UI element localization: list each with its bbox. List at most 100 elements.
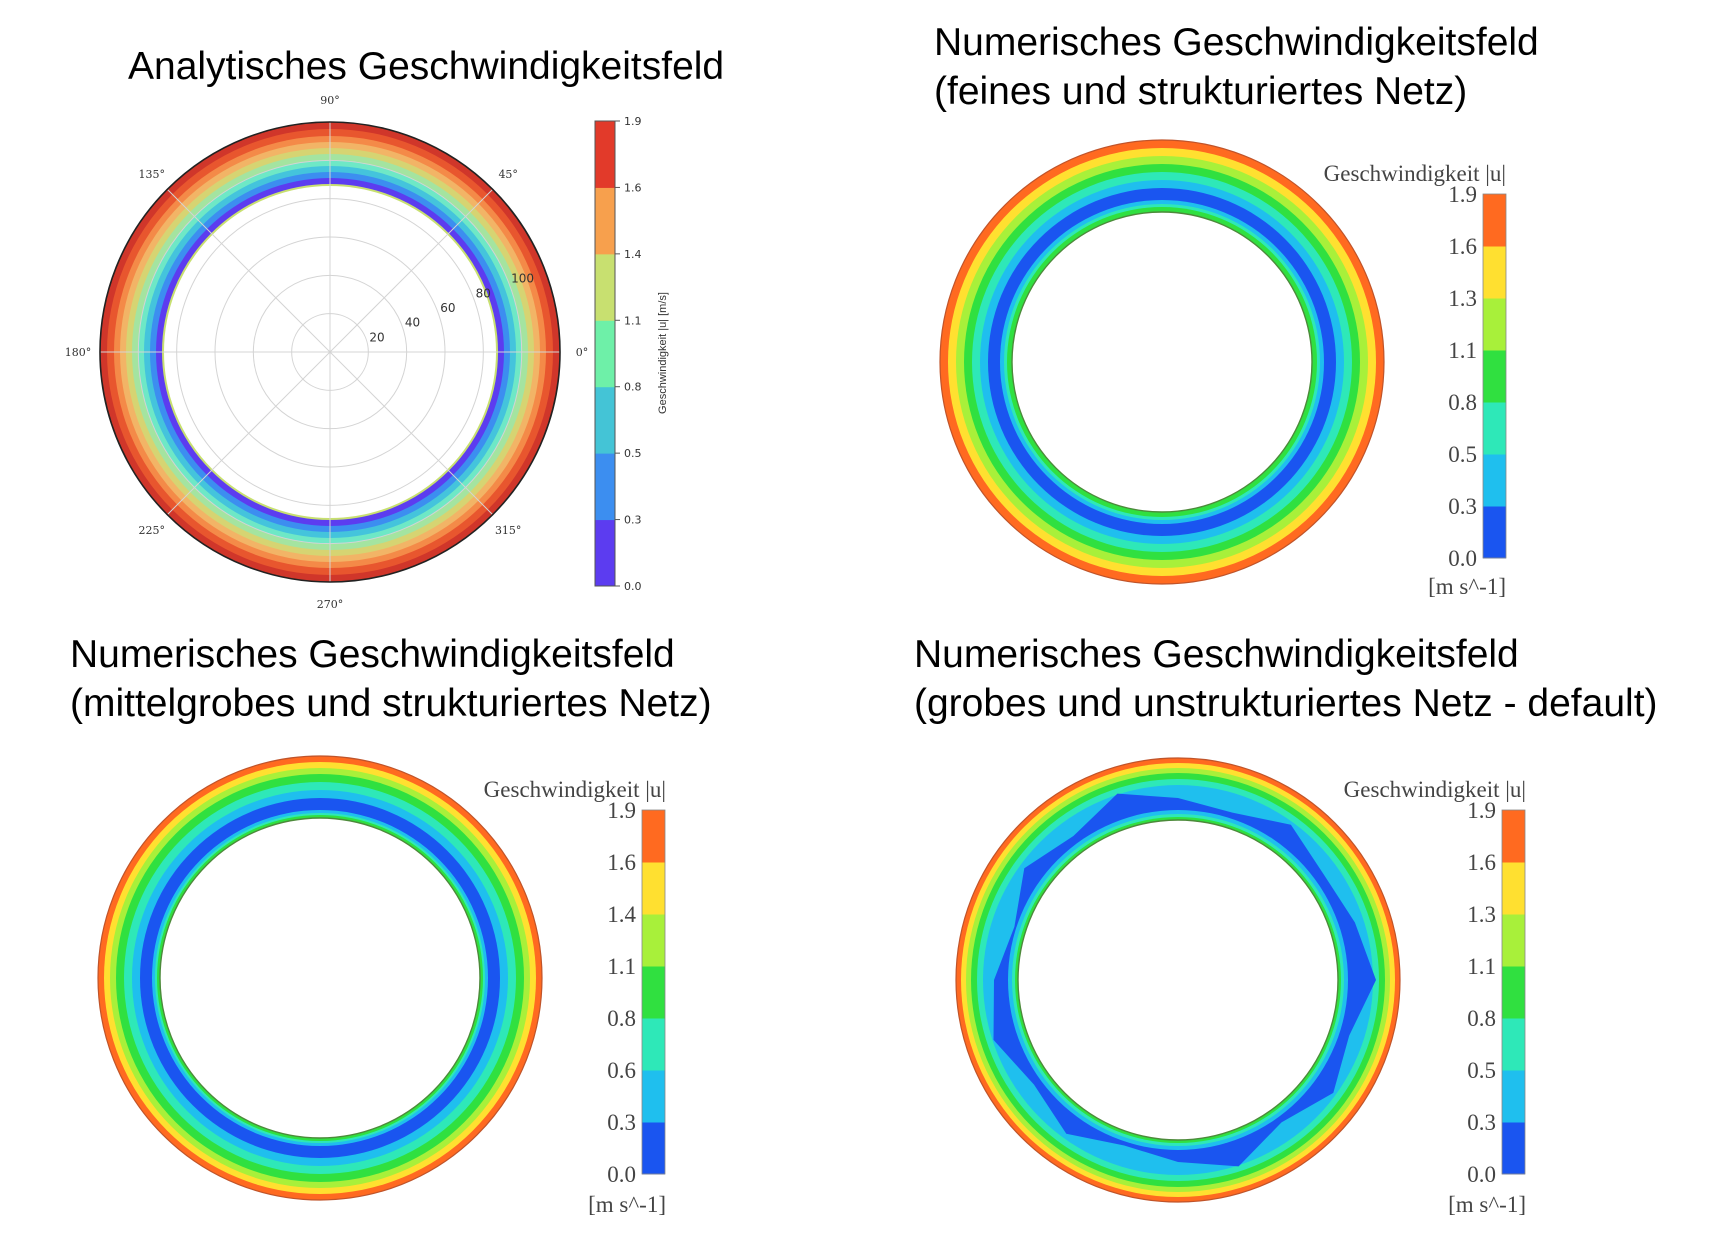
analytic-radial-label-0: 20 [369, 330, 384, 344]
analytic-colorbar-tick-label-0: 0.0 [624, 580, 642, 593]
medium-colorbar-tick-label-6: 1.6 [607, 850, 636, 875]
coarse-colorbar-tick-label-2: 0.5 [1467, 1058, 1496, 1083]
coarse-colorbar-segment-6 [1502, 810, 1525, 863]
medium-colorbar-segment-3 [642, 966, 665, 1019]
coarse-colorbar-segment-2 [1502, 1018, 1525, 1071]
coarse-colorbar-tick-label-7: 1.9 [1467, 798, 1496, 823]
analytic-colorbar-segment-2 [595, 386, 615, 454]
fine-colorbar-segment-2 [1483, 402, 1506, 455]
fine-colorbar-tick-label-1: 0.3 [1448, 494, 1477, 519]
analytic-colorbar-tick-label-6: 1.6 [624, 181, 642, 194]
analytic-radial-label-2: 60 [440, 301, 455, 315]
title-medium-structured: Numerisches Geschwindigkeitsfeld (mittel… [70, 630, 712, 728]
title-analytic: Analytisches Geschwindigkeitsfeld [128, 42, 724, 91]
coarse-inner-hole [1017, 819, 1339, 1141]
title-fine-structured: Numerisches Geschwindigkeitsfeld (feines… [934, 18, 1539, 116]
analytic-colorbar-segments [595, 121, 615, 587]
fine-colorbar-tick-label-0: 0.0 [1448, 546, 1477, 571]
medium-colorbar-segment-4 [642, 914, 665, 967]
coarse-colorbar-tick-label-6: 1.6 [1467, 850, 1496, 875]
analytic-angle-label-5: 225° [139, 524, 166, 537]
coarse-colorbar-tick-label-3: 0.8 [1467, 1006, 1496, 1031]
analytic-colorbar-segment-6 [595, 121, 615, 188]
medium-colorbar-tick-label-2: 0.6 [607, 1058, 636, 1083]
coarse-outer-boundary [955, 757, 1401, 1203]
analytic-angle-label-1: 45° [498, 168, 518, 181]
analytic-colorbar-segment-5 [595, 187, 615, 255]
analytic-radial-label-1: 40 [405, 316, 420, 330]
analytic-colorbar-segment-0 [595, 519, 615, 587]
medium-structured-field [97, 755, 543, 1201]
medium-colorbar-segment-6 [642, 810, 665, 863]
fine-colorbar-segment-0 [1483, 506, 1506, 559]
analytic-colorbar-tick-label-2: 0.5 [624, 447, 642, 460]
coarse-unstructured-field [955, 757, 1401, 1203]
title-medium-line-2: (mittelgrobes und strukturiertes Netz) [70, 682, 712, 725]
coarse-colorbar-tick-label-5: 1.3 [1467, 902, 1496, 927]
medium-inner-hole [159, 817, 481, 1139]
analytic-colorbar-tick-label-5: 1.4 [624, 248, 642, 261]
coarse-colorbar-unit: [m s^-1] [1448, 1192, 1526, 1217]
medium-colorbar-tick-label-0: 0.0 [607, 1162, 636, 1187]
analytic-polar-grid [100, 122, 560, 582]
medium-colorbar-frame [641, 809, 666, 1175]
analytic-angle-label-7: 315° [495, 524, 522, 537]
analytic-colorbar-title: Geschwindigkeit |u| [m/s] [657, 292, 669, 414]
medium-colorbar-segment-5 [642, 862, 665, 915]
coarse-colorbar-frame [1501, 809, 1526, 1175]
fine-colorbar-tick-label-3: 0.8 [1448, 390, 1477, 415]
fine-colorbar-frame [1482, 193, 1507, 559]
analytic-polar-plot: 0° 45° 90° 135° 180° 225° 270° 315° 20 40 60 80 100 [65, 94, 589, 611]
analytic-outer-boundary [99, 121, 561, 583]
coarse-colorbar-segment-5 [1502, 862, 1525, 915]
analytic-angle-label-4: 180° [65, 346, 92, 359]
title-coarse-line-2: (grobes und unstrukturiertes Netz - defa… [914, 682, 1658, 725]
analytic-colorbar-tick-label-4: 1.1 [624, 314, 642, 327]
coarse-colorbar-ticks: 0.0 0.3 0.5 0.8 1.1 1.3 1.6 1.9 [1467, 798, 1496, 1187]
fine-colorbar-unit: [m s^-1] [1428, 574, 1506, 599]
title-coarse-line-1: Numerisches Geschwindigkeitsfeld [914, 633, 1519, 676]
medium-colorbar-segment-1 [642, 1070, 665, 1123]
analytic-colorbar-segment-3 [595, 320, 615, 388]
fine-colorbar-tick-label-4: 1.1 [1448, 338, 1477, 363]
medium-outer-boundary [97, 755, 543, 1201]
coarse-colorbar-segment-4 [1502, 914, 1525, 967]
fine-colorbar-segment-4 [1483, 298, 1506, 351]
fine-colorbar-ticks: 0.0 0.3 0.5 0.8 1.1 1.3 1.6 1.9 [1448, 182, 1477, 571]
coarse-colorbar-segment-3 [1502, 966, 1525, 1019]
medium-colorbar-unit: [m s^-1] [588, 1192, 666, 1217]
title-coarse-unstructured: Numerisches Geschwindigkeitsfeld (grobes… [914, 630, 1658, 728]
fine-colorbar-tick-label-7: 1.9 [1448, 182, 1477, 207]
analytic-angle-label-2: 90° [320, 94, 340, 107]
medium-colorbar-tick-label-1: 0.3 [607, 1110, 636, 1135]
medium-colorbar: Geschwindigkeit |u| 0.0 0.3 0.6 0.8 1.1 1.4 1.… [484, 777, 666, 1217]
fine-colorbar-tick-label-6: 1.6 [1448, 234, 1477, 259]
analytic-angle-label-0: 0° [576, 346, 589, 359]
coarse-colorbar-tick-label-0: 0.0 [1467, 1162, 1496, 1187]
medium-colorbar-ticks: 0.0 0.3 0.6 0.8 1.1 1.4 1.6 1.9 [607, 798, 636, 1187]
fine-colorbar-segments [1482, 193, 1507, 559]
analytic-colorbar-segment-1 [595, 453, 615, 521]
fine-inner-hole [1011, 211, 1313, 513]
analytic-colorbar-tick-label-7: 1.9 [624, 115, 642, 128]
analytic-angle-label-6: 270° [317, 598, 344, 611]
analytic-colorbar-frame [594, 120, 616, 587]
analytic-angle-label-3: 135° [139, 168, 166, 181]
coarse-colorbar: Geschwindigkeit |u| 0.0 0.3 0.5 0.8 1.1 1.3 1.… [1344, 777, 1526, 1217]
analytic-radial-label-4: 100 [511, 272, 534, 286]
analytic-colorbar: 0.0 0.3 0.5 0.8 1.1 1.4 1.6 1.9 Geschwindigkeit… [594, 115, 669, 593]
title-fine-line-2: (feines und strukturiertes Netz) [934, 70, 1468, 113]
analytic-colorbar-segment-4 [595, 253, 615, 321]
title-analytic-line-1: Analytisches Geschwindigkeitsfeld [128, 45, 725, 88]
analytic-angle-labels: 0° 45° 90° 135° 180° 225° 270° 315° [65, 94, 589, 611]
fine-outer-boundary [939, 139, 1385, 585]
fine-colorbar-segment-1 [1483, 454, 1506, 507]
coarse-colorbar-segment-0 [1502, 1122, 1525, 1175]
fine-structured-field [939, 139, 1385, 585]
analytic-colorbar-ticks: 0.0 0.3 0.5 0.8 1.1 1.4 1.6 1.9 [615, 115, 642, 593]
fine-colorbar-segment-5 [1483, 246, 1506, 299]
medium-colorbar-segment-2 [642, 1018, 665, 1071]
title-fine-line-1: Numerisches Geschwindigkeitsfeld [934, 21, 1539, 64]
coarse-colorbar-segments [1501, 809, 1526, 1175]
